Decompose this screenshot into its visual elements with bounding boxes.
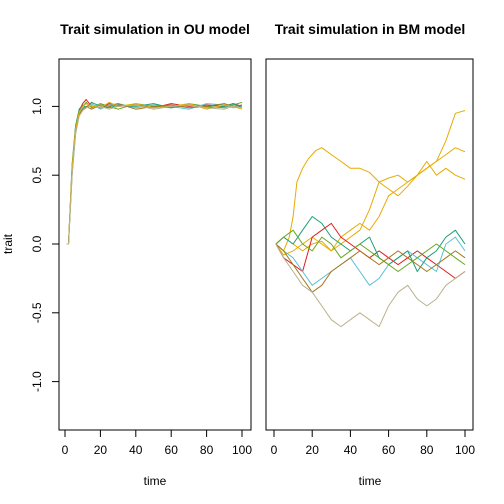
- chart-title: Trait simulation in BM model: [275, 21, 466, 37]
- series-line-9: [275, 243, 466, 328]
- x-tick-label: 20: [306, 443, 320, 457]
- series-line-7: [66, 104, 243, 245]
- x-axis-label: time: [359, 474, 382, 488]
- series-line-6: [66, 101, 243, 245]
- plot-frame: [58, 58, 252, 431]
- ou-plot-area: 0 20 40 60 80 100 -1.0 -0.5 0.0 0.5 1.0: [30, 98, 252, 457]
- y-tick-label: 1.0: [30, 98, 44, 115]
- series-line-5: [66, 103, 243, 245]
- x-tick-label: 100: [455, 443, 475, 457]
- series-line-2: [275, 110, 466, 252]
- series-line-2: [66, 101, 243, 245]
- x-tick-label: 0: [271, 443, 278, 457]
- series-line-5: [275, 236, 466, 286]
- series-line-4: [66, 101, 243, 245]
- plot-frame: [265, 58, 474, 431]
- x-axis-label: time: [144, 474, 167, 488]
- series-line-8: [275, 229, 466, 272]
- chart-title: Trait simulation in OU model: [60, 21, 250, 37]
- y-tick-label: -0.5: [30, 302, 44, 323]
- y-axis-label: trait: [1, 233, 15, 254]
- bm-panel: Trait simulation in BM model 0 20 40 60 80 10…: [265, 21, 475, 488]
- x-tick-label: 40: [344, 443, 358, 457]
- series-line-1: [275, 147, 466, 252]
- ou-panel: Trait simulation in OU model 0 20 40 60 80 10…: [1, 21, 252, 488]
- x-tick-label: 80: [200, 443, 214, 457]
- x-tick-label: 80: [420, 443, 434, 457]
- y-tick-label: 0.5: [30, 167, 44, 184]
- x-tick-label: 60: [165, 443, 179, 457]
- x-tick-label: 100: [232, 443, 252, 457]
- series-line-3: [275, 160, 466, 256]
- series-line-6: [275, 216, 466, 272]
- series-line-3: [66, 103, 243, 245]
- series-line-7: [275, 243, 466, 293]
- x-tick-label: 60: [382, 443, 396, 457]
- y-tick-label: 0.0: [30, 235, 44, 252]
- series-line-1: [66, 99, 243, 245]
- y-tick-label: -1.0: [30, 371, 44, 392]
- x-tick-label: 20: [94, 443, 108, 457]
- x-tick-label: 0: [62, 443, 69, 457]
- x-tick-label: 40: [129, 443, 143, 457]
- bm-plot-area: 0 20 40 60 80 100: [271, 110, 475, 457]
